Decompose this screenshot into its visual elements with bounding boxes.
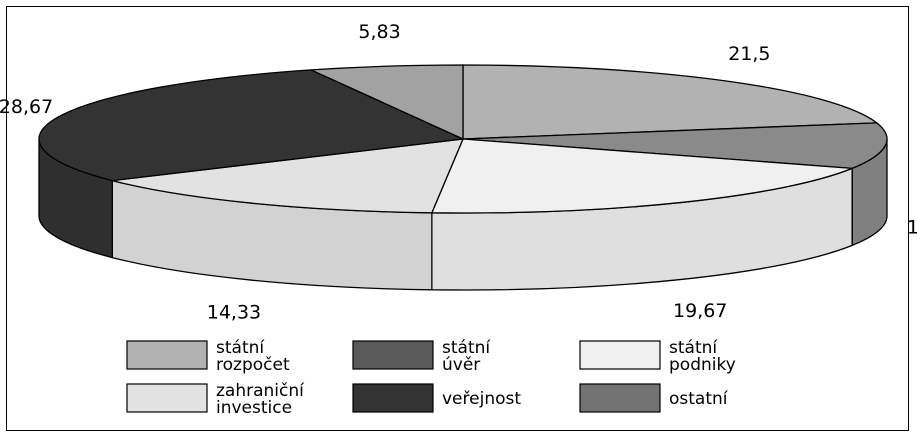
- pie-slice-4: [38, 69, 466, 182]
- pie-slice-3: [112, 138, 465, 214]
- data-label-5: 5,83: [358, 21, 400, 43]
- data-label-3: 14,33: [207, 301, 261, 323]
- pie-slice-0: [462, 64, 879, 140]
- pie-sides: [38, 138, 888, 291]
- legend-swatch-1: [352, 340, 434, 370]
- legend-label-3-line2: investice: [216, 398, 292, 418]
- legend-label-0-line1: státní: [216, 338, 265, 358]
- legend: státnírozpočetstátníúvěrstátnípodnikyzah…: [126, 338, 736, 418]
- legend-label-0-line2: rozpočet: [216, 355, 290, 375]
- data-label-1: 10: [907, 216, 917, 238]
- legend-label-4: veřejnost: [442, 389, 521, 409]
- legend-swatch-4: [352, 383, 434, 413]
- legend-label-3-line1: zahraniční: [216, 381, 305, 401]
- data-label-4: 28,67: [0, 96, 53, 118]
- legend-swatch-2: [579, 340, 661, 370]
- legend-label-5: ostatní: [669, 389, 729, 409]
- legend-label-2-line2: podniky: [669, 355, 736, 375]
- legend-swatch-0: [126, 340, 208, 370]
- pie-slice-2: [430, 138, 853, 214]
- data-labels: 21,5 10 19,67 14,33 28,67 5,83: [0, 21, 917, 323]
- legend-swatch-3: [126, 383, 208, 413]
- legend-label-1-line1: státní: [442, 338, 491, 358]
- legend-label-2-line1: státní: [669, 338, 718, 358]
- legend-label-1-line2: úvěr: [442, 355, 480, 375]
- legend-swatch-5: [579, 383, 661, 413]
- pie-slice-1: [462, 122, 888, 170]
- data-label-2: 19,67: [673, 300, 727, 322]
- pie-tops: [38, 64, 888, 214]
- pie-slice-5: [310, 64, 464, 141]
- data-label-0: 21,5: [728, 43, 770, 65]
